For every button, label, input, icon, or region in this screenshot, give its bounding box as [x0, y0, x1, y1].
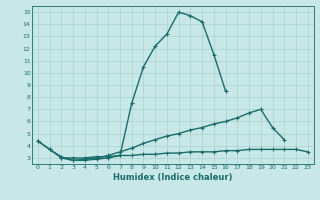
- X-axis label: Humidex (Indice chaleur): Humidex (Indice chaleur): [113, 173, 233, 182]
